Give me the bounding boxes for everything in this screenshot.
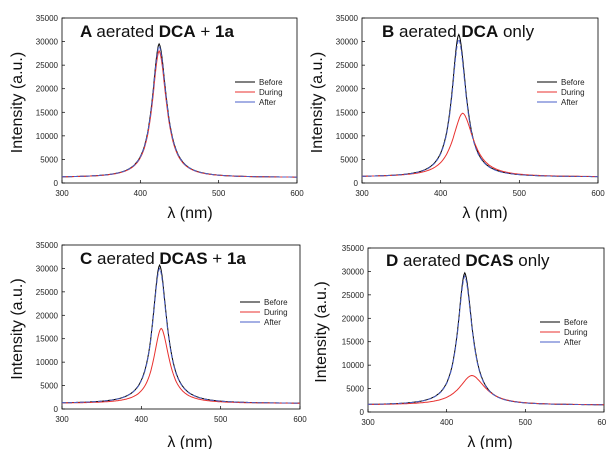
- series-line-during: [362, 112, 598, 177]
- x-tick-label: 300: [55, 189, 69, 198]
- panel-title: C aerated DCAS + 1a: [80, 249, 246, 268]
- y-tick-label: 30000: [336, 38, 359, 47]
- legend-label-after: After: [264, 318, 281, 327]
- y-axis-title: Intensity (a.u.): [313, 281, 330, 382]
- y-tick-label: 5000: [40, 155, 58, 164]
- plot-frame: [61, 17, 298, 184]
- panel-c: 0 5000 10000 15000 20000 25000 30000 35000 300 40…: [9, 241, 307, 449]
- y-tick-label: 25000: [342, 291, 365, 300]
- series-line-after: [368, 274, 604, 406]
- y-tick-label: 15000: [36, 335, 59, 344]
- series-line-after: [362, 37, 598, 178]
- y-axis-title: Intensity (a.u.): [9, 52, 26, 153]
- panel-b: 0 5000 10000 15000 20000 25000 30000 35000 300 40…: [309, 14, 605, 222]
- y-tick-label: 25000: [336, 61, 359, 70]
- x-tick-label: 400: [135, 415, 149, 424]
- y-tick-label: 10000: [36, 358, 59, 367]
- y-tick-label: 30000: [342, 267, 365, 276]
- x-tick-label: 300: [55, 415, 69, 424]
- panel-a: 0 5000 10000 15000 20000 25000 30000 35000 300 40…: [9, 14, 304, 222]
- y-tick-label: 20000: [342, 314, 365, 323]
- y-tick-label: 20000: [336, 85, 359, 94]
- plot-frame: [61, 244, 301, 410]
- y-tick-label: 15000: [336, 108, 359, 117]
- x-tick-label: 500: [214, 415, 228, 424]
- y-tick-label: 10000: [336, 132, 359, 141]
- series-line-before: [61, 263, 300, 404]
- y-tick-label: 35000: [36, 241, 59, 250]
- y-tick-label: 30000: [36, 38, 59, 47]
- series-line-during: [62, 327, 300, 404]
- x-tick-label: 600: [290, 189, 304, 198]
- x-tick-label: 600: [293, 415, 307, 424]
- x-axis-title: λ (nm): [467, 434, 512, 449]
- y-tick-label: 5000: [346, 385, 364, 394]
- y-tick-label: 5000: [40, 382, 58, 391]
- panel-title: B aerated DCA only: [382, 22, 535, 41]
- y-tick-label: 0: [54, 179, 59, 188]
- x-tick-label: 300: [361, 418, 375, 427]
- x-tick-label: 400: [134, 189, 148, 198]
- legend-label-after: After: [561, 98, 578, 107]
- legend-label-during: During: [259, 88, 283, 97]
- y-tick-label: 0: [354, 179, 359, 188]
- panel-title: D aerated DCAS only: [386, 251, 550, 270]
- y-tick-label: 30000: [36, 264, 59, 273]
- y-tick-label: 5000: [340, 155, 358, 164]
- y-tick-label: 25000: [36, 288, 59, 297]
- legend-label-after: After: [259, 98, 276, 107]
- x-tick-label: 600: [597, 418, 606, 427]
- y-tick-label: 35000: [342, 244, 365, 253]
- x-axis-title: λ (nm): [167, 205, 212, 222]
- y-axis-title: Intensity (a.u.): [309, 52, 326, 153]
- plot-frame: [367, 247, 605, 413]
- y-tick-label: 0: [360, 408, 365, 417]
- x-tick-label: 400: [440, 418, 454, 427]
- y-tick-label: 0: [54, 405, 59, 414]
- x-tick-label: 300: [355, 189, 369, 198]
- y-tick-label: 20000: [36, 311, 59, 320]
- series-line-after: [62, 267, 300, 404]
- series-line-during: [62, 49, 297, 178]
- y-tick-label: 10000: [36, 132, 59, 141]
- plot-frame: [361, 17, 599, 184]
- y-tick-label: 25000: [36, 61, 59, 70]
- legend-label-before: Before: [264, 298, 288, 307]
- x-tick-label: 500: [212, 189, 226, 198]
- y-tick-label: 35000: [36, 14, 59, 23]
- legend-label-during: During: [264, 308, 288, 317]
- y-axis-title: Intensity (a.u.): [9, 278, 26, 379]
- y-tick-label: 15000: [342, 338, 365, 347]
- legend-label-before: Before: [259, 78, 283, 87]
- series-line-during: [368, 374, 604, 406]
- legend-label-before: Before: [564, 318, 588, 327]
- x-tick-label: 600: [591, 189, 605, 198]
- panel-title: A aerated DCA + 1a: [80, 22, 234, 41]
- x-axis-title: λ (nm): [462, 205, 507, 222]
- y-tick-label: 15000: [36, 108, 59, 117]
- legend-label-during: During: [561, 88, 585, 97]
- x-tick-label: 400: [434, 189, 448, 198]
- series-line-after: [61, 45, 297, 178]
- legend-label-before: Before: [561, 78, 585, 87]
- x-tick-label: 500: [513, 189, 527, 198]
- y-tick-label: 10000: [342, 361, 365, 370]
- y-tick-label: 20000: [36, 85, 59, 94]
- legend-label-during: During: [564, 328, 588, 337]
- x-axis-title: λ (nm): [167, 434, 212, 449]
- series-line-before: [62, 42, 297, 178]
- x-tick-label: 500: [519, 418, 533, 427]
- legend-label-after: After: [564, 338, 581, 347]
- panel-d: 0 5000 10000 15000 20000 25000 30000 35000 300 40…: [313, 244, 606, 449]
- y-tick-label: 35000: [336, 14, 359, 23]
